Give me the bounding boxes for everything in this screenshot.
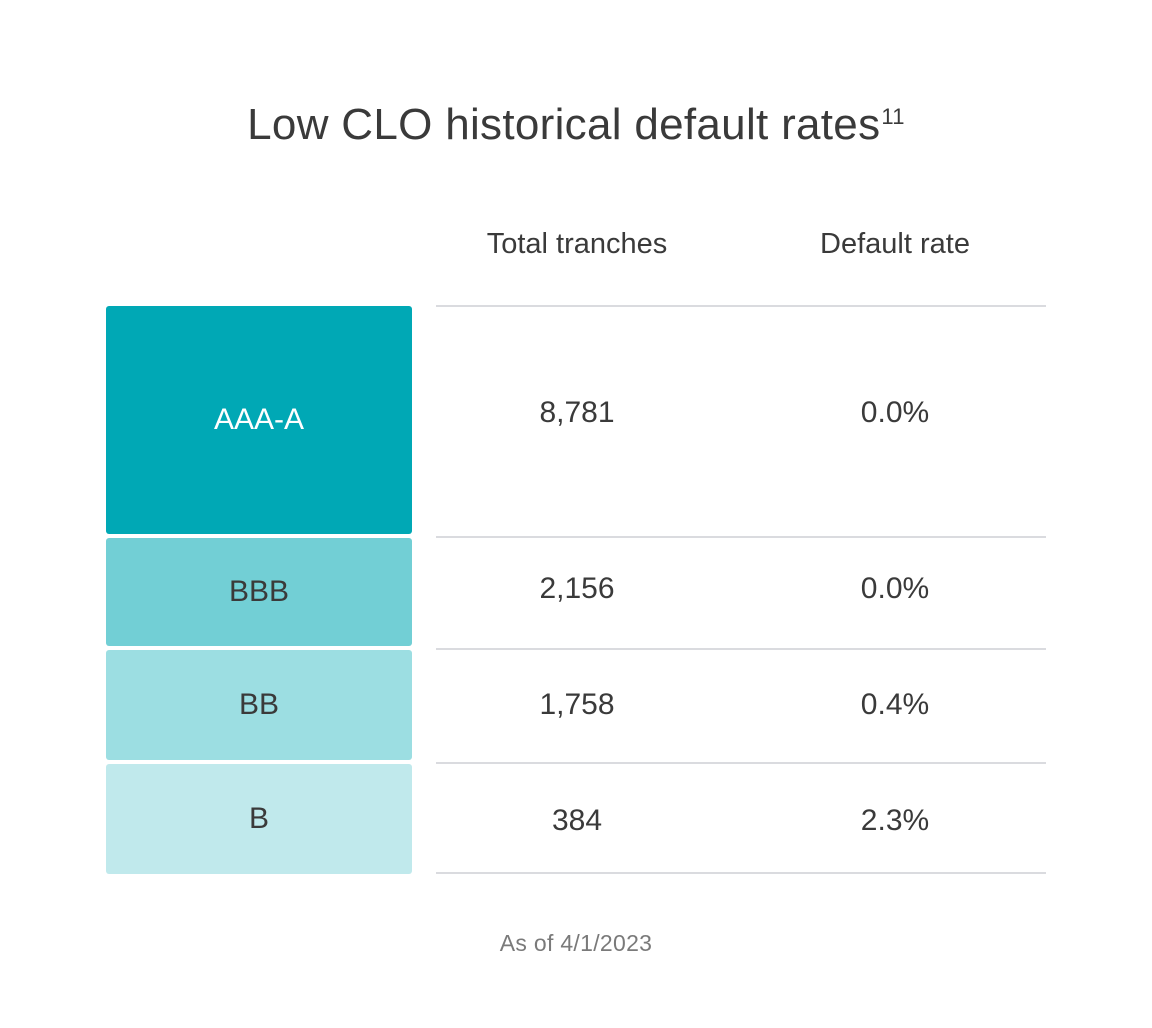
- total-tranches-value: 384: [551, 804, 603, 837]
- table-divider: [436, 648, 1046, 650]
- total-tranches-value: 2,156: [539, 572, 615, 605]
- rating-cell-aaa-a: AAA-A: [106, 306, 412, 534]
- column-header-total-tranches: Total tranches: [486, 228, 668, 260]
- table-divider: [436, 872, 1046, 874]
- total-tranches-value: 1,758: [539, 688, 615, 721]
- rating-cell-bb: BB: [106, 650, 412, 760]
- table-divider: [436, 305, 1046, 307]
- total-tranches-value: 8,781: [539, 396, 615, 429]
- default-rate-value: 0.0%: [860, 572, 930, 605]
- rating-label: AAA-A: [213, 403, 305, 436]
- default-rate-value: 0.0%: [860, 396, 930, 429]
- rating-cell-b: B: [106, 764, 412, 874]
- chart-title-text: Low CLO historical default rates: [247, 100, 881, 149]
- as-of-footnote: As of 4/1/2023: [499, 930, 653, 956]
- rating-label: BBB: [228, 575, 290, 608]
- rating-label: BB: [238, 688, 280, 721]
- column-header-default-rate: Default rate: [820, 228, 970, 260]
- default-rate-value: 0.4%: [860, 688, 930, 721]
- table-divider: [436, 762, 1046, 764]
- chart-title: Low CLO historical default rates11: [0, 100, 1152, 150]
- title-footnote-ref: 11: [881, 104, 905, 129]
- default-rate-value: 2.3%: [860, 804, 930, 837]
- table-divider: [436, 536, 1046, 538]
- rating-cell-bbb: BBB: [106, 538, 412, 646]
- rating-label: B: [248, 802, 269, 835]
